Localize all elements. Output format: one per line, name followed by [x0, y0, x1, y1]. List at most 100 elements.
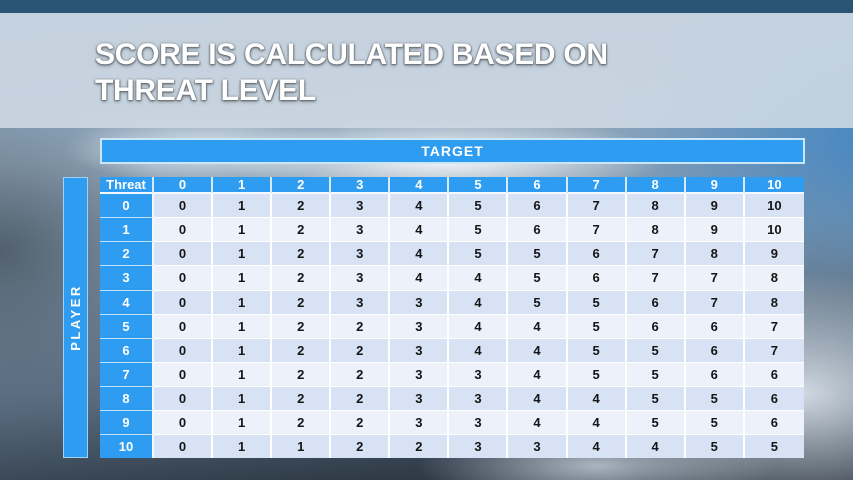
score-cell: 4 — [449, 314, 509, 339]
score-cell: 9 — [744, 242, 804, 267]
score-cell: 6 — [744, 362, 804, 387]
table-row: 10 0 1 1 2 2 3 3 4 4 5 5 — [100, 435, 804, 458]
score-cell: 3 — [331, 218, 391, 243]
score-cell: 4 — [626, 435, 686, 458]
score-cell: 4 — [449, 290, 509, 315]
score-cell: 2 — [272, 290, 332, 315]
score-cell: 3 — [390, 411, 450, 436]
row-header-cell: 6 — [100, 338, 154, 363]
column-header-cell: 8 — [626, 177, 686, 194]
score-cell: 6 — [744, 411, 804, 436]
score-cell: 0 — [154, 362, 214, 387]
score-cell: 1 — [213, 338, 273, 363]
score-cell: 3 — [449, 411, 509, 436]
score-cell: 1 — [213, 314, 273, 339]
score-cell: 7 — [626, 266, 686, 291]
score-cell: 5 — [567, 362, 627, 387]
score-cell: 4 — [449, 266, 509, 291]
score-cell: 1 — [213, 290, 273, 315]
score-cell: 4 — [390, 266, 450, 291]
score-cell: 0 — [154, 242, 214, 267]
score-cell: 3 — [449, 435, 509, 458]
top-accent-strip — [0, 0, 853, 13]
score-cell: 1 — [213, 266, 273, 291]
score-cell: 2 — [331, 314, 391, 339]
score-cell: 5 — [685, 411, 745, 436]
score-cell: 5 — [449, 242, 509, 267]
row-header-cell: 0 — [100, 194, 154, 219]
score-table: Threat 0 1 2 3 4 5 6 7 8 9 10 0 0 1 2 3 4 5 6 7 8 9 10 1 0 1 2 3 4 5 6 7… — [100, 177, 804, 458]
score-cell: 6 — [626, 290, 686, 315]
score-cell: 2 — [272, 411, 332, 436]
score-cell: 2 — [272, 218, 332, 243]
score-cell: 7 — [567, 218, 627, 243]
score-cell: 4 — [508, 411, 568, 436]
score-cell: 5 — [567, 338, 627, 363]
score-cell: 6 — [685, 338, 745, 363]
score-cell: 5 — [449, 194, 509, 219]
score-cell: 0 — [154, 194, 214, 219]
score-cell: 10 — [744, 218, 804, 243]
score-cell: 3 — [449, 362, 509, 387]
score-cell: 6 — [626, 314, 686, 339]
column-header-cell: 3 — [331, 177, 391, 194]
score-cell: 1 — [213, 194, 273, 219]
score-cell: 6 — [744, 387, 804, 412]
score-cell: 0 — [154, 387, 214, 412]
score-cell: 3 — [331, 266, 391, 291]
column-header-cell: 9 — [685, 177, 745, 194]
score-cell: 3 — [508, 435, 568, 458]
score-cell: 2 — [331, 362, 391, 387]
score-cell: 6 — [567, 242, 627, 267]
score-cell: 4 — [567, 387, 627, 412]
player-label-text: PLAYER — [68, 284, 84, 351]
table-row: 1 0 1 2 3 4 5 6 7 8 9 10 — [100, 218, 804, 243]
score-cell: 7 — [626, 242, 686, 267]
score-cell: 4 — [390, 242, 450, 267]
score-cell: 10 — [744, 194, 804, 219]
score-cell: 4 — [390, 218, 450, 243]
score-cell: 4 — [508, 314, 568, 339]
score-cell: 6 — [685, 362, 745, 387]
score-table-container: Threat 0 1 2 3 4 5 6 7 8 9 10 0 0 1 2 3 4 5 6 7 8 9 10 1 0 1 2 3 4 5 6 7… — [100, 177, 804, 458]
score-cell: 4 — [567, 435, 627, 458]
score-cell: 4 — [508, 387, 568, 412]
score-cell: 2 — [272, 338, 332, 363]
score-cell: 4 — [508, 362, 568, 387]
score-cell: 9 — [685, 218, 745, 243]
score-cell: 2 — [272, 194, 332, 219]
score-cell: 1 — [213, 242, 273, 267]
column-header-cell: 10 — [744, 177, 804, 194]
row-header-cell: 5 — [100, 314, 154, 339]
score-cell: 3 — [390, 362, 450, 387]
score-cell: 8 — [744, 290, 804, 315]
score-cell: 3 — [390, 314, 450, 339]
player-axis-label: PLAYER — [63, 177, 88, 458]
score-cell: 3 — [390, 290, 450, 315]
row-header-cell: 9 — [100, 411, 154, 436]
score-cell: 6 — [508, 194, 568, 219]
score-cell: 2 — [272, 242, 332, 267]
score-cell: 7 — [685, 266, 745, 291]
row-header-cell: 1 — [100, 218, 154, 243]
target-label-text: TARGET — [421, 143, 484, 159]
column-header-cell: 4 — [390, 177, 450, 194]
score-cell: 1 — [213, 435, 273, 458]
score-cell: 5 — [508, 290, 568, 315]
score-cell: 2 — [331, 387, 391, 412]
score-cell: 0 — [154, 266, 214, 291]
slide-title: SCORE IS CALCULATED BASED ON THREAT LEVE… — [95, 37, 695, 109]
score-cell: 0 — [154, 218, 214, 243]
score-cell: 4 — [567, 411, 627, 436]
score-cell: 2 — [272, 266, 332, 291]
score-cell: 2 — [331, 338, 391, 363]
score-cell: 7 — [744, 314, 804, 339]
column-header-cell: 5 — [449, 177, 509, 194]
score-cell: 3 — [331, 290, 391, 315]
